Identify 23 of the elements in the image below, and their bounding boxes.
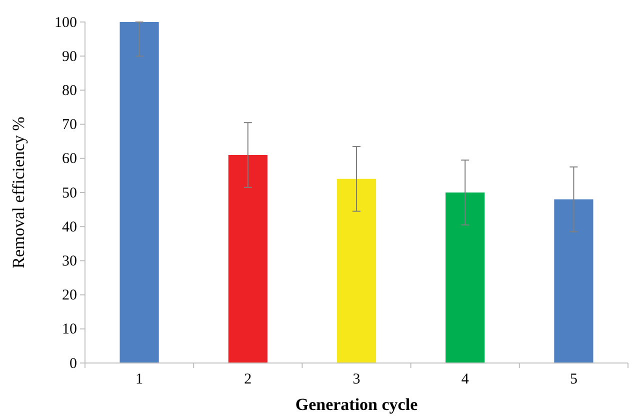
x-axis-title: Generation cycle [295, 395, 418, 414]
y-tick-label: 70 [62, 117, 77, 134]
y-tick-label: 20 [62, 288, 77, 304]
y-tick-label: 10 [62, 322, 77, 338]
y-tick-label: 80 [62, 83, 77, 99]
y-axis-title: Removal efficiency % [9, 116, 28, 268]
bar [446, 192, 485, 363]
y-tick-label: 100 [54, 14, 77, 31]
x-tick-label: 1 [136, 372, 144, 388]
bar [120, 22, 159, 363]
bar [554, 199, 594, 363]
x-tick-label: 4 [461, 372, 470, 388]
y-tick-label: 30 [62, 254, 77, 270]
y-tick-label: 90 [62, 48, 77, 65]
x-tick-label: 3 [352, 372, 360, 388]
y-tick-label: 40 [62, 219, 77, 236]
bar [228, 154, 268, 363]
bar [336, 178, 376, 363]
y-tick-label: 0 [70, 356, 77, 372]
x-tick-label: 2 [244, 372, 252, 388]
y-tick-label: 60 [62, 151, 77, 168]
x-tick-label: 5 [570, 372, 578, 388]
y-tick-label: 50 [62, 185, 77, 202]
